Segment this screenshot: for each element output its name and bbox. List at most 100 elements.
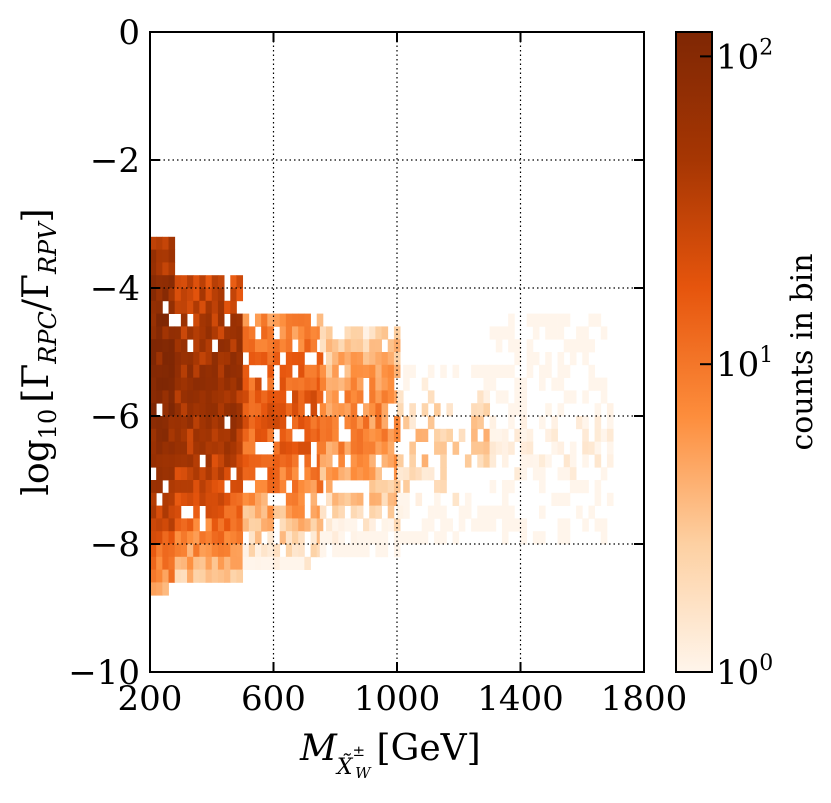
heatmap-cell [464, 505, 472, 519]
heatmap-cell [230, 428, 237, 442]
heatmap-cell [248, 441, 256, 455]
heatmap-cell [545, 454, 552, 468]
heatmap-cell [477, 416, 484, 430]
heatmap-cell [501, 390, 509, 404]
heatmap-cell [193, 569, 200, 583]
heatmap-cell [156, 377, 163, 391]
heatmap-cell [156, 364, 163, 378]
heatmap-cell [557, 518, 565, 532]
heatmap-cell [477, 518, 484, 532]
heatmap-cell [168, 428, 176, 442]
heatmap-cell [310, 480, 318, 494]
heatmap-cell [369, 390, 376, 404]
heatmap-cell [356, 416, 364, 430]
heatmap-cell [325, 326, 333, 340]
heatmap-cell [254, 313, 262, 327]
heatmap-cell [242, 326, 250, 340]
heatmap-cell [273, 467, 281, 481]
heatmap-cell [261, 326, 268, 340]
heatmap-cell [363, 544, 370, 558]
heatmap-cell [236, 467, 244, 481]
y-tick-label: 0 [118, 13, 140, 53]
heatmap-cell [224, 326, 231, 340]
heatmap-cell [199, 556, 206, 570]
heatmap-cell [193, 377, 200, 391]
heatmap-cell [403, 416, 410, 430]
heatmap-cell [520, 441, 528, 455]
heatmap-cell [421, 518, 429, 532]
heatmap-cell [298, 556, 305, 570]
heatmap-cell [217, 556, 225, 570]
heatmap-cell [427, 416, 435, 430]
heatmap-cell [508, 518, 515, 532]
heatmap-cell [211, 518, 219, 532]
heatmap-cell [375, 326, 382, 340]
heatmap-cell [381, 352, 389, 366]
heatmap-cell [508, 403, 515, 417]
heatmap-cell [588, 313, 595, 327]
heatmap-cell [508, 441, 515, 455]
heatmap-cell [458, 505, 466, 519]
heatmap-cell [606, 403, 614, 417]
heatmap-cell [168, 236, 176, 250]
heatmap-cell [242, 428, 250, 442]
heatmap-cell [375, 403, 382, 417]
heatmap-cell [205, 352, 213, 366]
heatmap-cell [477, 441, 484, 455]
heatmap-cell [304, 467, 311, 481]
heatmap-cell [193, 403, 200, 417]
heatmap-cell [363, 326, 370, 340]
heatmap-cell [397, 505, 404, 519]
heatmap-cell [267, 352, 274, 366]
heatmap-cell [248, 377, 256, 391]
heatmap-cell [236, 480, 244, 494]
heatmap-cell [279, 467, 287, 481]
heatmap-cell [344, 352, 352, 366]
heatmap-cell [193, 441, 200, 455]
heatmap-cell [236, 505, 244, 519]
heatmap-cell [292, 544, 299, 558]
heatmap-cell [217, 416, 225, 430]
heatmap-cell [187, 403, 194, 417]
heatmap-cell [471, 518, 478, 532]
heatmap-cell [162, 454, 169, 468]
heatmap-cell [162, 518, 169, 532]
heatmap-cell [162, 390, 169, 404]
heatmap-cell [285, 492, 293, 506]
heatmap-cell [563, 492, 571, 506]
heatmap-cell [387, 364, 395, 378]
heatmap-cell [440, 531, 447, 545]
heatmap-cell [211, 300, 219, 314]
heatmap-cell [168, 544, 176, 558]
heatmap-cell [350, 454, 358, 468]
heatmap-cell [344, 339, 352, 353]
heatmap-cell [344, 403, 352, 417]
heatmap-cell [483, 518, 491, 532]
heatmap-cell [267, 326, 274, 340]
colorbar [675, 31, 713, 673]
heatmap-cell [162, 236, 169, 250]
heatmap-cell [217, 480, 225, 494]
x-tick-label: 1800 [601, 679, 688, 719]
heatmap-cell [267, 364, 274, 378]
heatmap-cell [381, 364, 389, 378]
heatmap-cell [298, 390, 305, 404]
heatmap-cell [292, 480, 299, 494]
heatmap-cell [310, 403, 318, 417]
heatmap-cell [150, 364, 157, 378]
heatmap-cell [369, 326, 376, 340]
heatmap-cell [168, 364, 176, 378]
heatmap-cell [187, 531, 194, 545]
heatmap-cell [174, 390, 182, 404]
heatmap-cell [162, 288, 169, 302]
heatmap-cell [356, 531, 364, 545]
heatmap-cell [211, 313, 219, 327]
heatmap-cell [193, 505, 200, 519]
heatmap-cell [344, 544, 352, 558]
heatmap-cell [205, 326, 213, 340]
heatmap-cell [224, 428, 231, 442]
heatmap-cell [217, 569, 225, 583]
heatmap-cell [594, 377, 602, 391]
heatmap-cell [205, 480, 213, 494]
heatmap-cell [211, 531, 219, 545]
